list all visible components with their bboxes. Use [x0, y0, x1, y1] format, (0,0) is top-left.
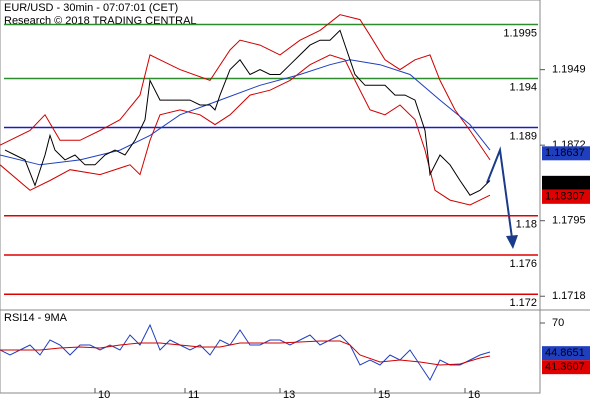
price-tag: [542, 189, 590, 204]
x-tick-label: 10: [98, 389, 110, 400]
series-line: [0, 323, 491, 381]
x-tick-label: 11: [188, 389, 199, 400]
series-line: [0, 340, 491, 366]
y-tick-label: 1.1795: [552, 215, 586, 227]
level-label: 1.1995: [503, 27, 537, 39]
plot-frame: [0, 0, 541, 394]
series-line: [0, 14, 491, 161]
rsi-title: RSI14 - 9MA: [4, 312, 68, 324]
x-tick-label: 13: [283, 389, 295, 400]
level-label: 1.18: [516, 219, 537, 231]
level-label: 1.194: [509, 81, 537, 93]
price-tag-label: 41.3607: [545, 361, 585, 373]
series-line: [4, 29, 491, 196]
level-label: 1.176: [509, 258, 537, 270]
price-tag: [542, 346, 590, 361]
series-line: [0, 59, 491, 166]
forecast-arrow: [486, 146, 518, 249]
price-tag-label: 1.18336: [545, 177, 585, 189]
y-tick-label: 70: [552, 317, 564, 329]
y-tick-label: 1.1718: [552, 290, 586, 302]
level-label: 1.189: [509, 130, 537, 142]
price-tag: [542, 175, 590, 190]
price-tag-label: 44.8651: [545, 347, 585, 359]
chart-title: EUR/USD - 30min - 07:07:01 (CET): [4, 2, 178, 14]
price-tag-label: 1.18307: [545, 191, 585, 203]
price-tag: [542, 360, 590, 375]
level-label: 1.172: [509, 297, 537, 309]
x-tick-label: 15: [378, 389, 390, 400]
y-tick-label: 1.1949: [552, 64, 586, 76]
x-tick-label: 16: [468, 389, 480, 400]
price-tag: [542, 146, 590, 161]
series-line: [0, 54, 491, 206]
price-tag-label: 1.18637: [545, 147, 585, 159]
